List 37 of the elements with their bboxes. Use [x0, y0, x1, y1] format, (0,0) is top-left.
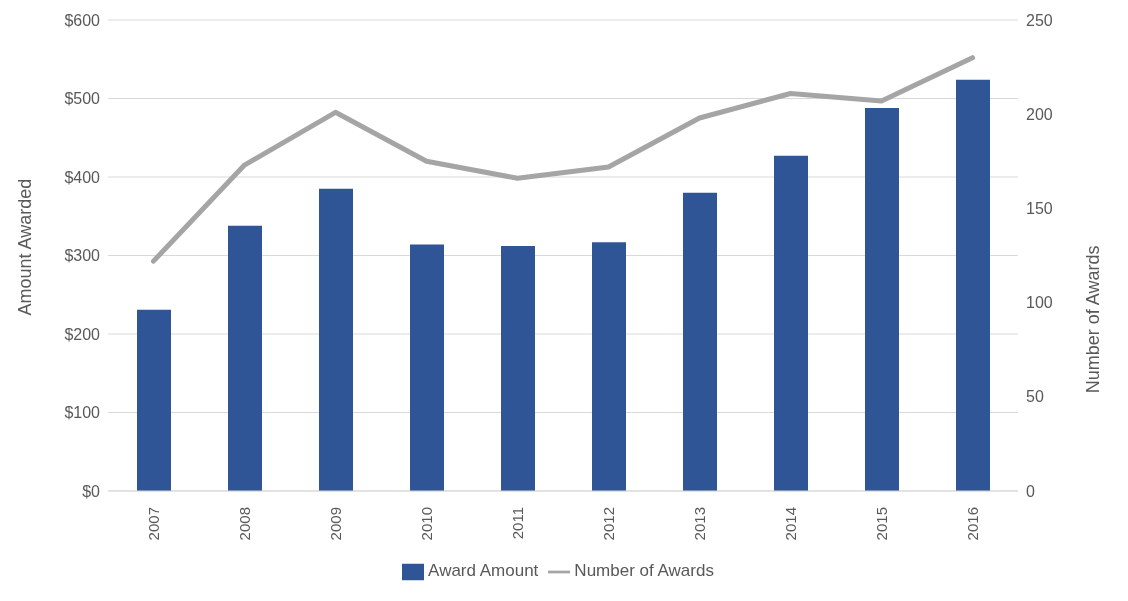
bar	[137, 309, 171, 491]
y2-tick-label: 150	[1026, 200, 1053, 218]
bar	[592, 242, 626, 491]
y2-tick-label: 100	[1026, 294, 1053, 312]
x-tick-label: 2008	[236, 507, 253, 541]
x-tick-label: 2015	[873, 507, 890, 541]
y-tick-label: $300	[64, 247, 101, 265]
y2-tick-label: 50	[1026, 388, 1044, 406]
x-tick-label: 2007	[145, 507, 162, 541]
bar	[319, 188, 353, 491]
x-tick-label: 2013	[691, 507, 708, 541]
x-tick-label: 2016	[964, 507, 981, 541]
y-tick-label: $400	[64, 168, 101, 186]
bar	[683, 192, 717, 491]
y2-axis-title: Number of Awards	[1083, 245, 1104, 394]
y-tick-label: $600	[64, 11, 101, 29]
y-axis-title: Amount Awarded	[15, 178, 36, 316]
bar	[228, 225, 262, 491]
x-tick-label: 2009	[327, 507, 344, 541]
bar	[410, 244, 444, 491]
y2-tick-label: 250	[1026, 11, 1053, 29]
y-tick-label: $100	[64, 404, 101, 422]
bar	[865, 107, 899, 491]
y-tick-label: $500	[64, 90, 101, 108]
y2-tick-label: 0	[1026, 482, 1035, 500]
x-tick-label: 2010	[418, 507, 435, 541]
legend-label: Award Amount	[428, 561, 539, 581]
x-tick-label: 2012	[600, 507, 617, 541]
y-tick-label: $0	[82, 482, 101, 500]
y2-tick-label: 200	[1026, 105, 1053, 123]
x-tick-label: 2014	[782, 507, 799, 541]
x-tick-label: 2011	[509, 507, 526, 540]
y-tick-label: $200	[64, 325, 101, 343]
bar	[956, 79, 990, 491]
legend-label: Number of Awards	[574, 561, 714, 581]
bar	[774, 155, 808, 491]
bar	[501, 246, 535, 491]
